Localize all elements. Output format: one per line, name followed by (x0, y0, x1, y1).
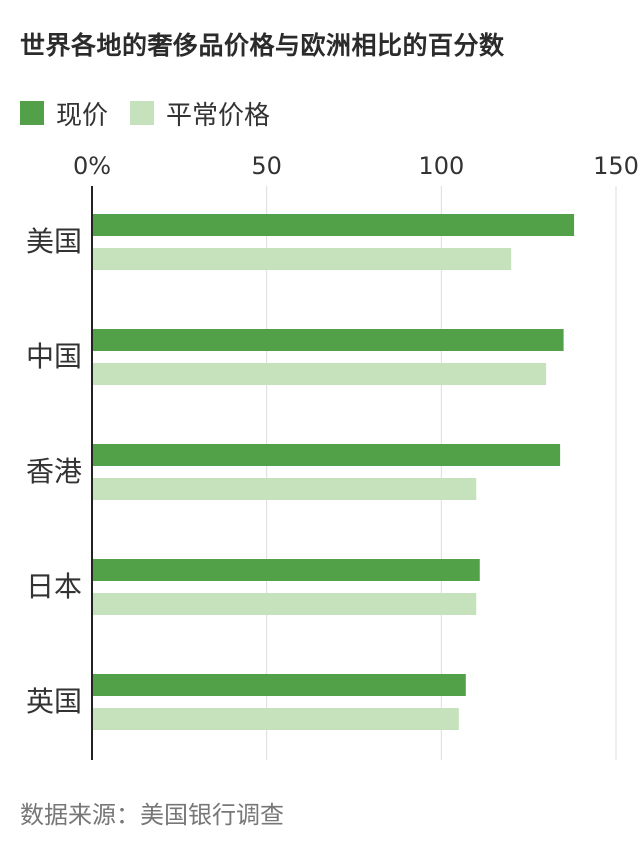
legend: 现价 平常价格 (20, 95, 292, 132)
category-label-4: 英国 (26, 685, 82, 718)
x-tick-label-100: 100 (418, 152, 464, 180)
x-tick-label-150: 150 (593, 152, 639, 180)
x-tick-label-0: 0% (73, 152, 111, 180)
legend-label-current: 现价 (56, 100, 109, 131)
source-note: 数据来源：美国银行调查 (20, 801, 284, 829)
bar-normal-3 (92, 593, 477, 615)
chart-title: 世界各地的奢侈品价格与欧洲相比的百分数 (20, 31, 505, 60)
bar-normal-4 (92, 708, 459, 730)
bar-current-2 (92, 444, 561, 466)
bar-current-4 (92, 674, 466, 696)
legend-label-normal: 平常价格 (166, 100, 271, 131)
legend-item-current: 现价 (20, 95, 108, 132)
bar-current-0 (92, 214, 575, 236)
category-label-0: 美国 (26, 225, 82, 258)
bar-current-3 (92, 559, 480, 581)
legend-swatch-normal (130, 101, 155, 125)
legend-swatch-current (20, 101, 44, 125)
bar-current-1 (92, 329, 564, 351)
x-tick-label-50: 50 (251, 152, 282, 180)
bar-normal-0 (92, 248, 512, 270)
category-label-1: 中国 (26, 340, 82, 373)
category-label-2: 香港 (26, 455, 82, 488)
category-label-3: 日本 (26, 570, 82, 603)
legend-item-normal: 平常价格 (130, 95, 270, 132)
bar-normal-2 (92, 478, 477, 500)
bar-normal-1 (92, 363, 547, 385)
